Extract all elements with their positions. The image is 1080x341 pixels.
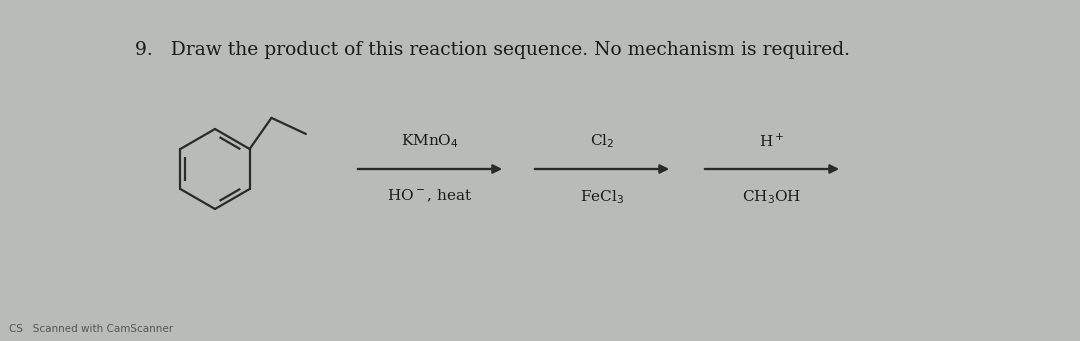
Text: HO$^-$, heat: HO$^-$, heat [388, 188, 473, 204]
Text: KMnO$_4$: KMnO$_4$ [401, 132, 459, 150]
Text: H$^+$: H$^+$ [759, 133, 785, 150]
Text: CS   Scanned with CamScanner: CS Scanned with CamScanner [9, 324, 173, 334]
Text: 9.   Draw the product of this reaction sequence. No mechanism is required.: 9. Draw the product of this reaction seq… [135, 41, 850, 59]
Text: Cl$_2$: Cl$_2$ [590, 132, 615, 150]
Text: CH$_3$OH: CH$_3$OH [742, 188, 801, 206]
Text: FeCl$_3$: FeCl$_3$ [580, 188, 624, 206]
